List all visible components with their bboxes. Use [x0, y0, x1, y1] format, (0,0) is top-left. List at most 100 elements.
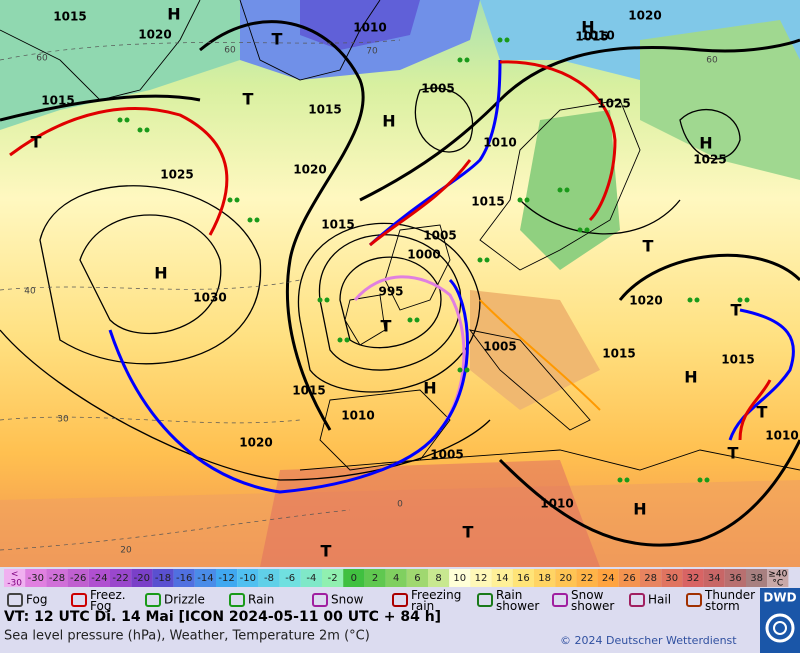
scale-label: -22 [112, 573, 128, 584]
rain-symbol [737, 297, 743, 303]
temperature-label: 30 [57, 415, 69, 425]
scale-cell [343, 569, 365, 587]
pressure-center: T [321, 542, 332, 561]
scale-label: °C [772, 579, 783, 589]
scale-cell [322, 569, 344, 587]
copyright: © 2024 Deutscher Wetterdienst [560, 634, 737, 647]
scale-label: 12 [475, 573, 488, 584]
isobar-label: 1010 [483, 136, 516, 150]
legend-icon [145, 593, 161, 607]
isobar-label: 1005 [430, 448, 463, 462]
legend-label: Rain shower [496, 588, 539, 613]
pressure-center: H [684, 368, 697, 387]
rain-symbol [457, 57, 463, 63]
legend-label: Freez. Fog [90, 588, 126, 613]
temperature-label: 0 [397, 500, 403, 510]
scale-cell [449, 569, 471, 587]
scale-cell [152, 569, 174, 587]
rain-symbol [694, 297, 700, 303]
scale-cell [406, 569, 428, 587]
rain-symbol [577, 227, 583, 233]
scale-cell [385, 569, 407, 587]
scale-label: -12 [218, 573, 234, 584]
scale-label: < [11, 570, 19, 580]
scale-cell [491, 569, 513, 587]
scale-cell [67, 569, 89, 587]
scale-label: 8 [435, 573, 441, 584]
scale-label: -30 [28, 573, 44, 584]
scale-cell [767, 569, 789, 587]
legend-label: Snow shower [571, 588, 614, 613]
rain-symbol [234, 197, 240, 203]
rain-symbol [497, 37, 503, 43]
rain-symbol [247, 217, 253, 223]
pressure-center: T [731, 301, 742, 320]
scale-label: -8 [264, 573, 274, 584]
scale-label: 16 [517, 573, 530, 584]
scale-cell [597, 569, 619, 587]
rain-symbol [324, 297, 330, 303]
rain-symbol [477, 257, 483, 263]
dwd-logo-mark [773, 621, 787, 635]
scale-label: 38 [750, 573, 763, 584]
scale-cell [576, 569, 598, 587]
rain-symbol [617, 477, 623, 483]
rain-symbol [484, 257, 490, 263]
pressure-center: H [154, 264, 167, 283]
isobar-label: 1015 [308, 103, 341, 117]
legend-label: Snow [331, 593, 364, 607]
legend-label: Rain [248, 593, 274, 607]
rain-symbol [504, 37, 510, 43]
scale-label: 36 [729, 573, 742, 584]
rain-symbol [557, 187, 563, 193]
legend-icon [7, 593, 23, 607]
isobar-label: 1020 [239, 436, 272, 450]
pressure-center: T [463, 523, 474, 542]
scale-label: 0 [351, 573, 357, 584]
isobar-label: 995 [378, 285, 403, 299]
isobar-label: 1000 [407, 248, 440, 262]
scale-label: 14 [496, 573, 509, 584]
rain-symbol [414, 317, 420, 323]
scale-cell [661, 569, 683, 587]
rain-symbol [744, 297, 750, 303]
scale-label: -30 [7, 579, 22, 589]
scale-cell [428, 569, 450, 587]
hot-area [260, 460, 600, 567]
scale-label: 32 [687, 573, 700, 584]
rain-symbol [337, 337, 343, 343]
rain-symbol [464, 367, 470, 373]
pressure-center: T [272, 30, 283, 49]
scale-cell [279, 569, 301, 587]
mild-area [640, 20, 800, 180]
rain-symbol [254, 217, 260, 223]
description: Sea level pressure (hPa), Weather, Tempe… [4, 629, 370, 644]
rain-symbol [687, 297, 693, 303]
isobar-label: 1030 [193, 291, 226, 305]
scale-cell [194, 569, 216, 587]
pressure-center: T [643, 237, 654, 256]
rain-symbol [117, 117, 123, 123]
scale-label: 26 [623, 573, 636, 584]
isobar-label: 1015 [602, 347, 635, 361]
isobar-label: 1020 [628, 9, 661, 23]
scale-cell [237, 569, 259, 587]
scale-label: 4 [393, 573, 399, 584]
isobar-label: 1015 [575, 30, 608, 44]
scale-label: -14 [197, 573, 213, 584]
scale-label: -28 [49, 573, 65, 584]
isobar-label: 1015 [41, 94, 74, 108]
legend-icon [629, 593, 645, 607]
valid-time: VT: 12 UTC Di. 14 Mai [ICON 2024-05-11 0… [4, 609, 441, 625]
scale-label: -18 [155, 573, 171, 584]
isobar-label: 1005 [421, 82, 454, 96]
scale-cell [258, 569, 280, 587]
dwd-logo-mark [765, 613, 795, 643]
scale-label: -26 [70, 573, 86, 584]
scale-label: -10 [240, 573, 256, 584]
isobar-label: 1015 [321, 218, 354, 232]
isobars [0, 20, 800, 547]
legend-icon [686, 593, 702, 607]
isobar-label: 1005 [483, 340, 516, 354]
